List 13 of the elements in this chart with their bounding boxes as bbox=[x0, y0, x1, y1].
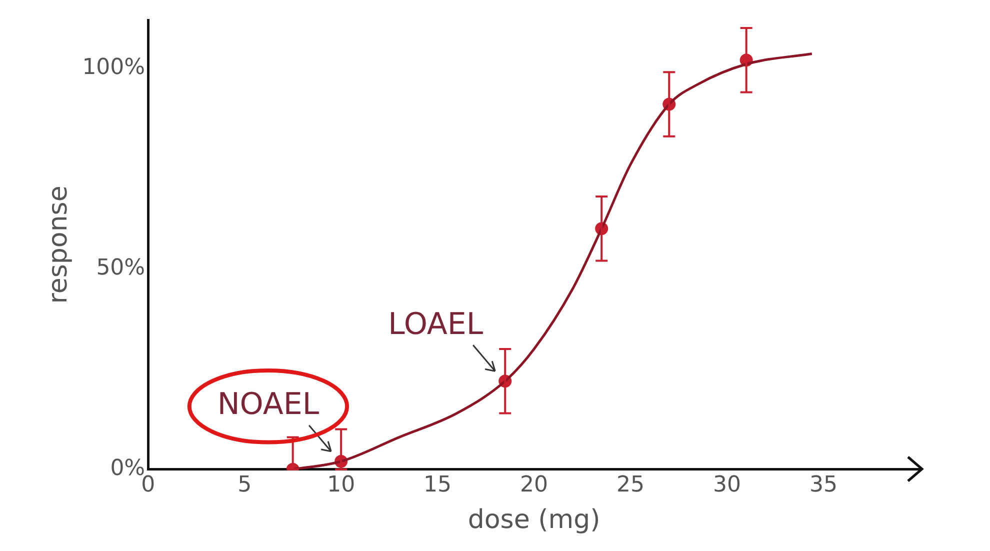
x-tick-label: 20 bbox=[520, 472, 548, 498]
annotation: LOAEL bbox=[388, 306, 484, 342]
x-axis-title: dose (mg) bbox=[468, 505, 600, 536]
annotation: NOAEL bbox=[217, 387, 320, 422]
x-tick-label: 30 bbox=[713, 472, 742, 498]
x-tick-label: 25 bbox=[616, 472, 645, 498]
x-tick-label: 35 bbox=[810, 472, 838, 498]
x-tick-label: 10 bbox=[327, 472, 356, 498]
x-tick-label: 15 bbox=[424, 472, 452, 498]
x-tick-label: 5 bbox=[238, 472, 252, 498]
y-tick-label: 50% bbox=[96, 255, 146, 280]
y-axis-title: response bbox=[43, 186, 74, 304]
y-tick-label: 100% bbox=[82, 54, 146, 80]
